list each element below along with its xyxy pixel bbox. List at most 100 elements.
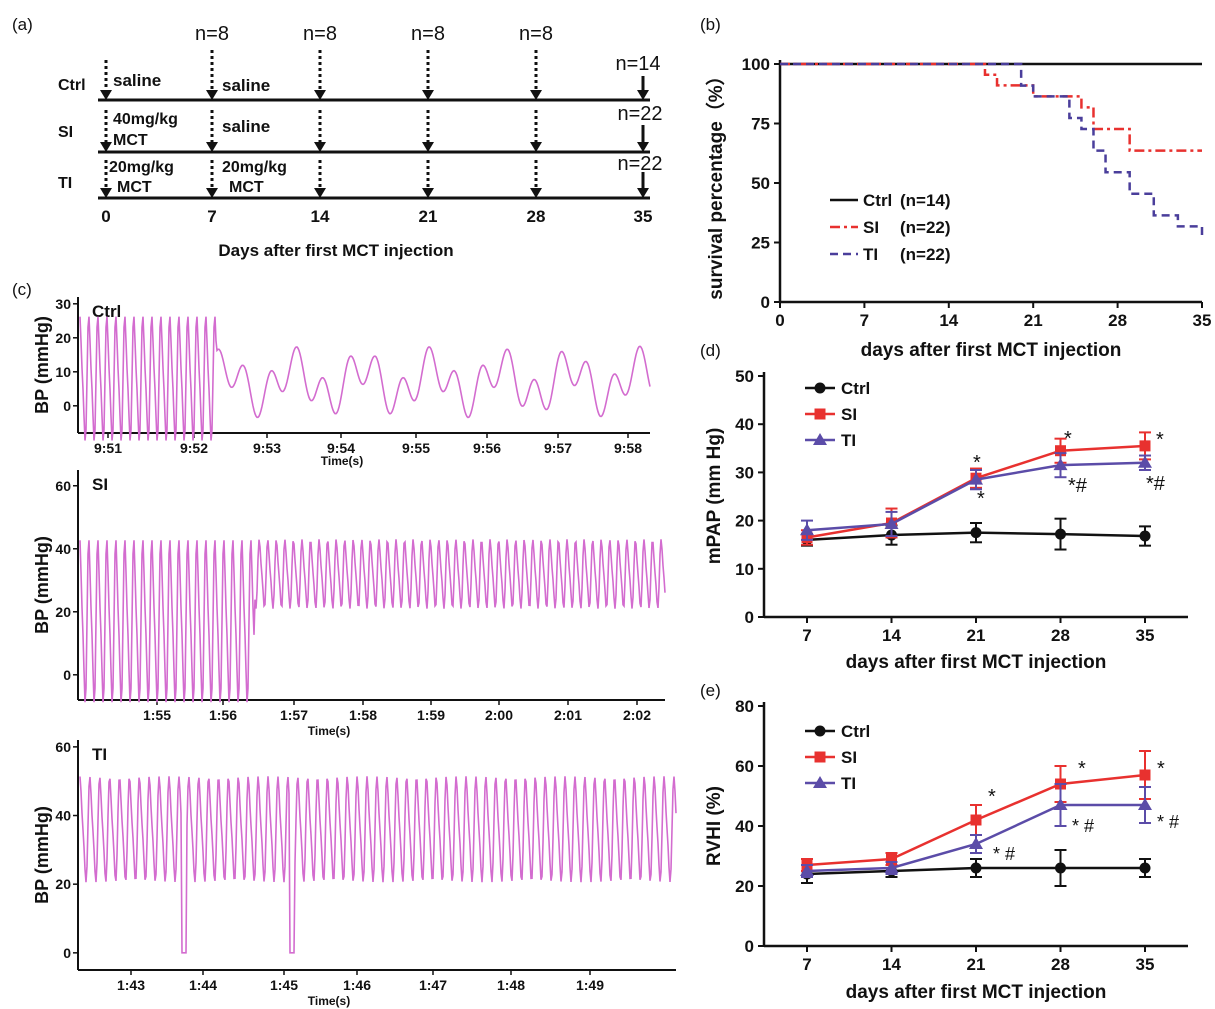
n-label: n=8 bbox=[411, 23, 445, 45]
y-tick-label: 40 bbox=[735, 817, 754, 836]
legend-marker bbox=[815, 383, 826, 394]
x-tick-label: 21 bbox=[1024, 311, 1043, 330]
trace-x-tick-label: 9:58 bbox=[614, 440, 642, 456]
legend-label-si: SI bbox=[841, 405, 857, 424]
trace-x-tick-label: 1:46 bbox=[343, 977, 371, 993]
y-tick-label: 50 bbox=[751, 174, 770, 193]
bp-waveform-ti bbox=[80, 776, 676, 953]
dose-ctrl-d7: saline bbox=[222, 76, 270, 95]
y-tick-label: 0 bbox=[745, 937, 754, 956]
trace-title: SI bbox=[92, 475, 108, 494]
day-label: 35 bbox=[634, 207, 653, 226]
y-axis-label: mPAP (mm Hg) bbox=[704, 428, 725, 565]
day-label: 7 bbox=[207, 207, 216, 226]
legend-label-ti: TI bbox=[841, 774, 856, 793]
y-tick-label: 10 bbox=[735, 560, 754, 579]
trace-x-tick-label: 9:51 bbox=[94, 440, 122, 456]
day-label: 14 bbox=[311, 207, 330, 226]
y-tick-label: 25 bbox=[751, 234, 770, 253]
panel-b: (b) 0 25 50 75 100 0 7 14 21 28 35 days after first… bbox=[700, 15, 1211, 361]
panel-e-letter: (e) bbox=[700, 681, 721, 700]
data-point-ctrl bbox=[971, 527, 982, 538]
significance-mark: * bbox=[1064, 428, 1072, 450]
dose-si-d0b: MCT bbox=[113, 132, 148, 149]
dose-ti-d7: 20mg/kg bbox=[222, 159, 287, 176]
legend-label-ctrl: Ctrl bbox=[841, 722, 870, 741]
day-label: 0 bbox=[101, 207, 110, 226]
y-tick-label: 80 bbox=[735, 697, 754, 716]
x-tick-label: 21 bbox=[967, 955, 986, 974]
trace-y-tick-label: 40 bbox=[55, 541, 71, 557]
significance-mark: * bbox=[977, 488, 985, 510]
timeline-xlabel: Days after first MCT injection bbox=[218, 241, 453, 260]
x-axis-label: days after first MCT injection bbox=[846, 982, 1107, 1003]
x-tick-label: 35 bbox=[1136, 626, 1155, 645]
trace-x-axis-label: Time(s) bbox=[308, 994, 350, 1008]
dose-ti-d0: 20mg/kg bbox=[109, 159, 174, 176]
timeline: Ctrl SI TI n=8 n=8 n=8 n=8 n=14 n=22 n=22 saline sa… bbox=[58, 23, 663, 260]
x-tick-label: 21 bbox=[967, 626, 986, 645]
data-point-ctrl bbox=[971, 863, 982, 874]
y-tick-label: 60 bbox=[735, 757, 754, 776]
trace-x-axis-label: Time(s) bbox=[308, 724, 350, 738]
significance-mark: * # bbox=[1072, 816, 1094, 836]
data-point-ctrl bbox=[1055, 529, 1066, 540]
group-label-si: SI bbox=[58, 124, 73, 141]
x-tick-label: 35 bbox=[1136, 955, 1155, 974]
legend-name-si: SI bbox=[863, 218, 879, 237]
trace-x-tick-label: 2:01 bbox=[554, 707, 582, 723]
y-tick-label: 0 bbox=[745, 608, 754, 627]
panel-b-letter: (b) bbox=[700, 15, 721, 34]
legend-label-ctrl: Ctrl bbox=[841, 379, 870, 398]
end-n-label: n=14 bbox=[615, 53, 660, 75]
bp-waveform-ctrl bbox=[80, 317, 650, 441]
end-n-label: n=22 bbox=[617, 153, 662, 175]
day-label: 21 bbox=[419, 207, 438, 226]
y-tick-label: 40 bbox=[735, 415, 754, 434]
significance-mark: * bbox=[988, 786, 996, 808]
data-point-si bbox=[1140, 770, 1151, 781]
x-tick-label: 7 bbox=[802, 626, 811, 645]
x-tick-label: 14 bbox=[882, 626, 901, 645]
x-tick-label: 28 bbox=[1051, 955, 1070, 974]
dose-si-d0: 40mg/kg bbox=[113, 111, 178, 128]
trace-x-tick-label: 9:56 bbox=[473, 440, 501, 456]
legend-count-si: (n=22) bbox=[900, 218, 951, 237]
trace-y-axis-label: BP (mmHg) bbox=[32, 536, 52, 634]
y-tick-label: 20 bbox=[735, 512, 754, 531]
significance-mark: * bbox=[973, 452, 981, 474]
trace-y-axis-label: BP (mmHg) bbox=[32, 316, 52, 414]
trace-x-tick-label: 1:55 bbox=[143, 707, 171, 723]
trace-x-tick-label: 1:58 bbox=[349, 707, 377, 723]
dose-ctrl-d0: saline bbox=[113, 71, 161, 90]
trace-x-tick-label: 1:59 bbox=[417, 707, 445, 723]
trace-y-tick-label: 30 bbox=[55, 296, 71, 312]
end-n-label: n=22 bbox=[617, 103, 662, 125]
n-label: n=8 bbox=[195, 23, 229, 45]
x-axis-label: days after first MCT injection bbox=[861, 340, 1122, 361]
y-tick-label: 75 bbox=[751, 115, 770, 134]
legend-name-ti: TI bbox=[863, 245, 878, 264]
trace-x-tick-label: 1:56 bbox=[209, 707, 237, 723]
y-tick-label: 100 bbox=[742, 55, 770, 74]
y-tick-label: 0 bbox=[761, 293, 770, 312]
panel-d-letter: (d) bbox=[700, 341, 721, 360]
trace-y-tick-label: 60 bbox=[55, 478, 71, 494]
data-point-ctrl bbox=[1140, 531, 1151, 542]
group-label-ti: TI bbox=[58, 175, 72, 192]
dose-ti-d7b: MCT bbox=[229, 179, 264, 196]
n-label: n=8 bbox=[519, 23, 553, 45]
data-point-ctrl bbox=[1055, 863, 1066, 874]
trace-x-tick-label: 1:43 bbox=[117, 977, 145, 993]
x-tick-label: 35 bbox=[1193, 311, 1212, 330]
significance-mark: * bbox=[1078, 758, 1086, 780]
y-tick-label: 30 bbox=[735, 463, 754, 482]
trace-x-tick-label: 9:53 bbox=[253, 440, 281, 456]
trace-x-tick-label: 1:49 bbox=[576, 977, 604, 993]
significance-mark: * # bbox=[993, 844, 1015, 864]
x-tick-label: 7 bbox=[802, 955, 811, 974]
trace-x-tick-label: 2:02 bbox=[623, 707, 651, 723]
rvhi-chart: 0 20 40 60 80 7 14 21 28 35 days after first MCT i… bbox=[704, 697, 1188, 1003]
y-axis-label: RVHI (%) bbox=[704, 786, 725, 866]
trace-x-tick-label: 1:57 bbox=[280, 707, 308, 723]
